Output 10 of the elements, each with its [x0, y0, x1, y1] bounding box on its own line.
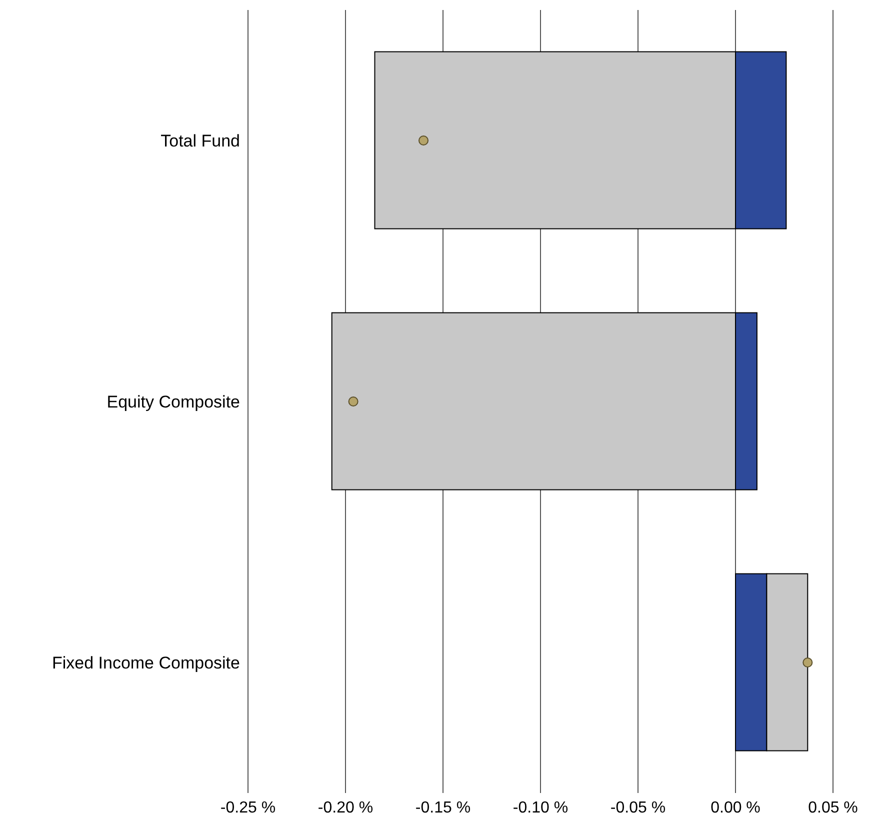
x-tick-label: -0.15 % [415, 799, 471, 816]
x-tick-label: -0.10 % [512, 799, 568, 816]
y-tick-label: Total Fund [160, 132, 240, 151]
x-tick-label: 0.05 % [808, 799, 858, 816]
y-tick-label: Fixed Income Composite [52, 654, 240, 673]
x-tick-label: -0.20 % [318, 799, 374, 816]
x-tick-label: -0.05 % [610, 799, 666, 816]
x-tick-label: 0.00 % [710, 799, 760, 816]
y-tick-label: Equity Composite [106, 392, 240, 412]
x-tick-label: -0.25 % [220, 799, 276, 816]
